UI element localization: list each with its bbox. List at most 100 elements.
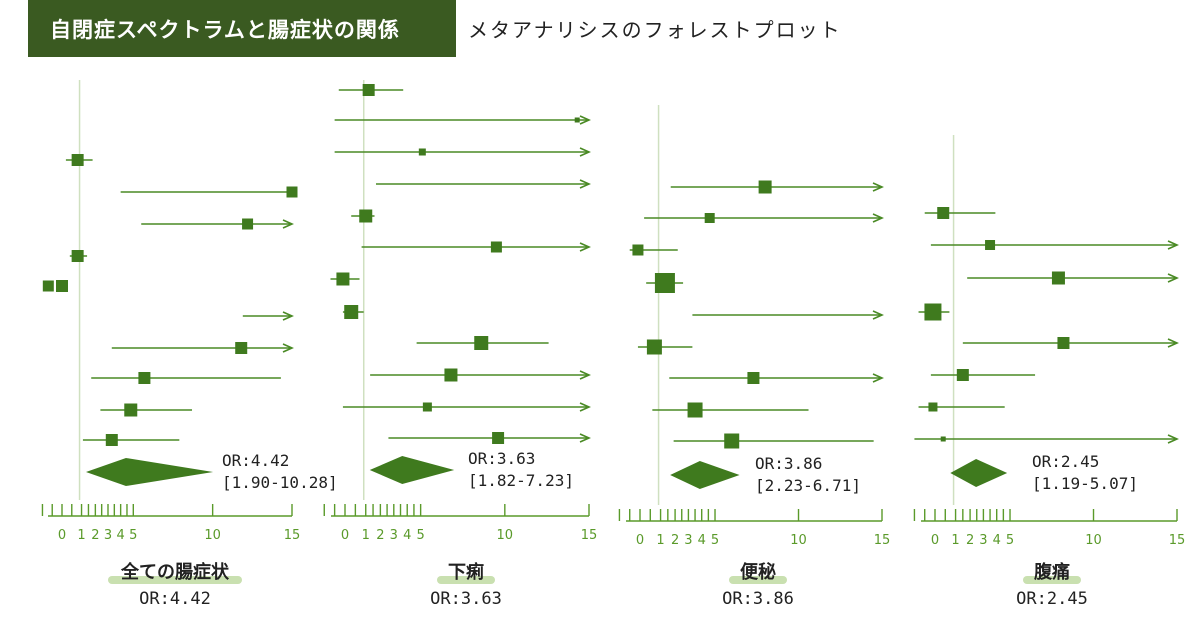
x-tick-label: 0 bbox=[58, 528, 66, 543]
study-marker bbox=[359, 209, 373, 223]
study-marker bbox=[42, 280, 54, 292]
x-tick-label: 2 bbox=[966, 533, 974, 548]
study-marker bbox=[747, 372, 760, 384]
study-marker bbox=[56, 280, 68, 292]
label-highlight bbox=[108, 576, 242, 584]
pooled-or-value: OR:4.42 bbox=[222, 451, 289, 470]
study-marker bbox=[1051, 271, 1065, 285]
x-tick-label: 4 bbox=[993, 533, 1001, 548]
arrow-icon bbox=[1167, 434, 1179, 444]
x-tick-label: 3 bbox=[684, 533, 692, 548]
panel-or-label: OR:3.63 bbox=[430, 589, 502, 609]
panel-label: 全ての腸症状 bbox=[120, 561, 230, 583]
x-tick-label: 0 bbox=[636, 533, 644, 548]
study-marker bbox=[492, 432, 505, 444]
study-marker bbox=[956, 369, 969, 381]
panel-label: 腹痛 bbox=[1034, 561, 1070, 583]
study-marker bbox=[235, 342, 248, 354]
pooled-or-value: OR:3.86 bbox=[755, 454, 822, 473]
study-marker bbox=[474, 336, 489, 350]
pooled-ci-range: [1.19-5.07] bbox=[1032, 474, 1138, 493]
study-marker bbox=[632, 244, 644, 256]
study-marker bbox=[940, 436, 946, 442]
arrow-icon bbox=[282, 343, 294, 353]
study-marker bbox=[422, 402, 432, 412]
x-tick-label: 10 bbox=[497, 528, 514, 543]
study-marker bbox=[71, 154, 84, 166]
pooled-or-value: OR:3.63 bbox=[468, 449, 535, 468]
pooled-ci-range: [1.90-10.28] bbox=[222, 473, 338, 492]
study-marker bbox=[654, 273, 675, 293]
study-marker bbox=[362, 84, 375, 96]
study-marker bbox=[418, 148, 426, 156]
x-tick-label: 5 bbox=[1006, 533, 1014, 548]
study-marker bbox=[490, 241, 502, 253]
study-marker bbox=[646, 339, 662, 355]
arrow-icon bbox=[872, 182, 884, 192]
panel-or-label: OR:2.45 bbox=[1016, 589, 1088, 609]
study-marker bbox=[242, 218, 254, 230]
x-tick-label: 5 bbox=[416, 528, 424, 543]
x-tick-label: 1 bbox=[656, 533, 664, 548]
study-marker bbox=[758, 180, 772, 194]
study-marker bbox=[937, 207, 950, 219]
pooled-diamond bbox=[369, 456, 455, 484]
arrow-icon bbox=[579, 370, 591, 380]
pooled-or-value: OR:2.45 bbox=[1032, 452, 1099, 471]
arrow-icon bbox=[282, 219, 294, 229]
x-tick-label: 15 bbox=[1169, 533, 1186, 548]
study-marker bbox=[574, 117, 580, 123]
x-tick-label: 1 bbox=[362, 528, 370, 543]
arrow-icon bbox=[579, 242, 591, 252]
label-highlight bbox=[1023, 576, 1081, 584]
x-tick-label: 15 bbox=[284, 528, 301, 543]
x-tick-label: 0 bbox=[341, 528, 349, 543]
x-tick-label: 3 bbox=[979, 533, 987, 548]
arrow-icon bbox=[579, 115, 591, 125]
study-marker bbox=[124, 403, 138, 417]
study-marker bbox=[687, 402, 703, 418]
x-tick-label: 4 bbox=[403, 528, 411, 543]
study-marker bbox=[105, 434, 118, 446]
panel-label: 下痢 bbox=[448, 561, 484, 583]
x-tick-label: 2 bbox=[91, 528, 99, 543]
x-tick-label: 3 bbox=[390, 528, 398, 543]
study-marker bbox=[138, 372, 151, 384]
panel-label: 便秘 bbox=[740, 561, 776, 583]
study-marker bbox=[286, 186, 298, 198]
study-marker bbox=[924, 303, 942, 321]
pooled-diamond bbox=[85, 458, 214, 486]
x-tick-label: 2 bbox=[376, 528, 384, 543]
study-marker bbox=[1057, 337, 1070, 349]
study-marker bbox=[336, 272, 350, 286]
pooled-diamond bbox=[670, 461, 740, 489]
x-tick-label: 2 bbox=[671, 533, 679, 548]
x-tick-label: 3 bbox=[104, 528, 112, 543]
x-tick-label: 5 bbox=[711, 533, 719, 548]
x-tick-label: 10 bbox=[204, 528, 221, 543]
arrow-icon bbox=[872, 310, 884, 320]
arrow-icon bbox=[579, 179, 591, 189]
arrow-icon bbox=[1167, 240, 1179, 250]
study-marker bbox=[444, 368, 458, 382]
pooled-ci-range: [2.23-6.71] bbox=[755, 476, 861, 495]
study-marker bbox=[928, 402, 938, 412]
pooled-ci-range: [1.82-7.23] bbox=[468, 471, 574, 490]
x-tick-label: 10 bbox=[1085, 533, 1102, 548]
panel-or-label: OR:3.86 bbox=[722, 589, 794, 609]
arrow-icon bbox=[579, 147, 591, 157]
arrow-icon bbox=[1167, 273, 1179, 283]
arrow-icon bbox=[579, 402, 591, 412]
arrow-icon bbox=[872, 213, 884, 223]
label-highlight bbox=[437, 576, 495, 584]
study-marker bbox=[71, 250, 84, 262]
study-marker bbox=[985, 240, 996, 250]
study-marker bbox=[704, 213, 715, 223]
x-tick-label: 4 bbox=[698, 533, 706, 548]
x-tick-label: 0 bbox=[931, 533, 939, 548]
chart-subtitle: メタアナリシスのフォレストプロット bbox=[468, 18, 842, 42]
x-tick-label: 4 bbox=[117, 528, 125, 543]
x-tick-label: 1 bbox=[77, 528, 85, 543]
study-marker bbox=[344, 305, 359, 319]
